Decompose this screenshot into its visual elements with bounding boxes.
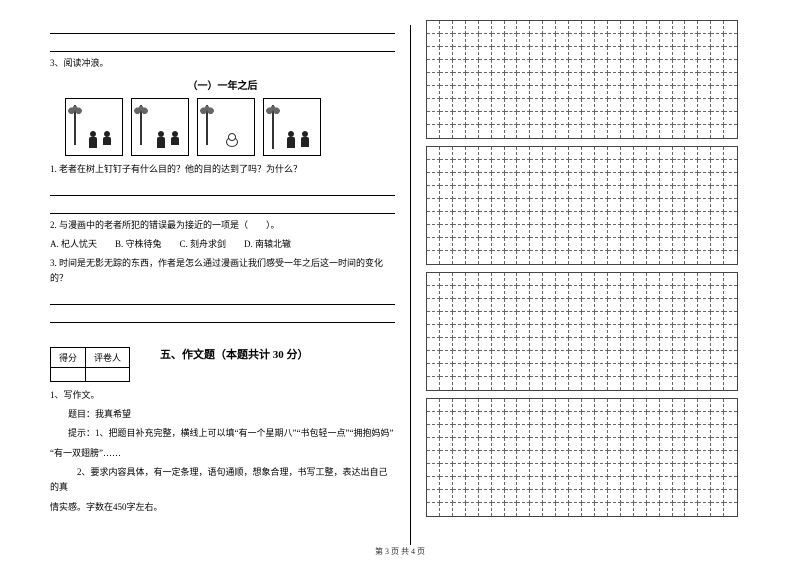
right-column (411, 20, 770, 540)
answer-line (50, 38, 395, 52)
q3-2-options: A. 杞人忧天 B. 守株待兔 C. 刻舟求剑 D. 南辕北辙 (50, 237, 395, 252)
section5-title: 五、作文题（本题共计 30 分） (160, 346, 309, 362)
q3-label: 3、阅读冲浪。 (50, 56, 395, 71)
writing-grid-block[interactable] (426, 20, 738, 139)
person-icon (170, 131, 180, 149)
tree-icon (272, 105, 274, 149)
essay-hint1b: “有一双翅膀”…… (50, 446, 395, 461)
tree-icon (206, 105, 208, 145)
writing-grid-block[interactable] (426, 398, 738, 517)
essay-hint3: 情实感。字数在450字左右。 (50, 500, 395, 515)
person-icon (102, 131, 112, 149)
snowman-icon (226, 133, 236, 147)
writing-grids (426, 20, 770, 517)
person-icon (300, 131, 310, 149)
writing-grid-block[interactable] (426, 146, 738, 265)
grader-cell[interactable] (86, 367, 130, 381)
answer-line (50, 200, 395, 214)
left-column: 3、阅读冲浪。 （一）一年之后 (50, 20, 410, 540)
tree-icon (140, 105, 142, 145)
comic-panel-3 (197, 98, 255, 156)
exam-page: 3、阅读冲浪。 （一）一年之后 (0, 0, 800, 540)
grader-header: 评卷人 (86, 347, 130, 367)
essay-hint1a: 提示：1、把题目补充完整，横线上可以填“有一个星期八”“书包轻一点”“拥抱妈妈” (50, 426, 395, 441)
comic-panel-2 (131, 98, 189, 156)
essay-hint2: 2、要求内容具体，有一定条理，语句通顺，想象合理，书写工整，表达出自己的真 (50, 465, 395, 496)
score-cell[interactable] (51, 367, 86, 381)
essay-title: 题目：我真希望 (50, 407, 395, 422)
tree-icon (74, 105, 76, 145)
answer-line (50, 309, 395, 323)
person-icon (88, 131, 98, 149)
page-footer: 第 3 页 共 4 页 (0, 546, 800, 557)
comic-panel-1 (65, 98, 123, 156)
writing-grid-block[interactable] (426, 272, 738, 391)
answer-line (50, 291, 395, 305)
section5-header: 得分 评卷人 五、作文题（本题共计 30 分） (50, 327, 395, 382)
essay-q1: 1、写作文。 (50, 388, 395, 403)
q3-3: 3. 时间是无影无踪的东西，作者是怎么通过漫画让我们感受一年之后这一时间的变化的… (50, 256, 395, 287)
story-title: （一）一年之后 (50, 77, 395, 92)
q3-2: 2. 与漫画中的老者所犯的错误最为接近的一项是（ ）。 (50, 218, 395, 233)
score-header: 得分 (51, 347, 86, 367)
comic-strip (65, 98, 395, 156)
answer-line (50, 20, 395, 34)
comic-panel-4 (263, 98, 321, 156)
person-icon (156, 131, 166, 149)
person-icon (286, 131, 296, 149)
score-table: 得分 评卷人 (50, 347, 130, 382)
q3-1: 1. 老者在树上钉钉子有什么目的？他的目的达到了吗？为什么？ (50, 162, 395, 177)
answer-line (50, 182, 395, 196)
